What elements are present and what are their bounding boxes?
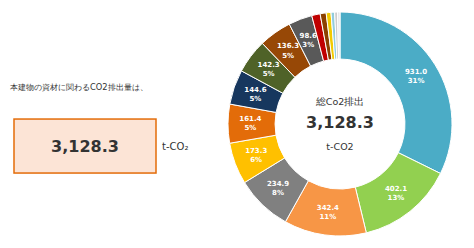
data-label-line: 5% <box>263 70 275 78</box>
chart-svg: 931.031%402.113%342.411%234.98%173.36%16… <box>0 0 474 248</box>
data-label-line: 931.0 <box>405 68 427 76</box>
total-unit: t-CO2 <box>326 141 353 152</box>
data-label-line: 5% <box>282 52 294 60</box>
value-box <box>14 119 156 173</box>
box-value: 3,128.3 <box>51 137 119 156</box>
data-label-line: 5% <box>244 124 256 132</box>
data-label: 234.98% <box>267 180 289 197</box>
total-label: 総Co2排出 <box>315 96 365 107</box>
data-label-line: 342.4 <box>317 204 339 212</box>
slice <box>340 12 452 173</box>
box-unit: t-CO₂ <box>162 141 188 152</box>
donut <box>228 12 452 236</box>
background <box>0 0 474 248</box>
center-text: 総Co2排出 3,128.3 t-CO2 <box>306 96 374 152</box>
data-label-line: 234.9 <box>267 180 289 188</box>
data-label-line: 161.4 <box>239 115 261 123</box>
slice <box>338 12 340 59</box>
data-label: 402.113% <box>385 185 407 202</box>
data-label-line: 8% <box>272 189 284 197</box>
left-text: 本建物の資材に関わるCO2排出量は、 <box>10 82 148 92</box>
data-label: 142.35% <box>258 61 280 78</box>
data-label-line: 11% <box>319 213 336 221</box>
data-label-line: 13% <box>388 194 405 202</box>
data-label: 161.45% <box>239 115 261 132</box>
data-label-line: 402.1 <box>385 185 407 193</box>
data-label-line: 5% <box>249 95 261 103</box>
data-label: 173.36% <box>245 147 267 164</box>
data-label-line: 31% <box>408 77 425 85</box>
data-label: 136.3 5% <box>277 42 299 59</box>
data-label: 98.63% <box>300 32 317 49</box>
data-label: 144.65% <box>244 86 266 103</box>
data-label: 931.031% <box>405 68 427 85</box>
data-label-line: 6% <box>250 156 262 164</box>
data-label-line: 144.6 <box>244 86 266 94</box>
data-labels: 931.031%402.113%342.411%234.98%173.36%16… <box>239 32 427 222</box>
total-value: 3,128.3 <box>306 113 374 132</box>
data-label-line: 136.3 <box>277 42 299 50</box>
data-label: 342.411% <box>317 204 339 221</box>
data-label-line: 98.6 <box>300 32 317 40</box>
data-label-line: 3% <box>302 41 314 49</box>
slice <box>355 153 440 233</box>
data-label-line: 142.3 <box>258 61 280 69</box>
data-label-line: 173.3 <box>245 147 267 155</box>
